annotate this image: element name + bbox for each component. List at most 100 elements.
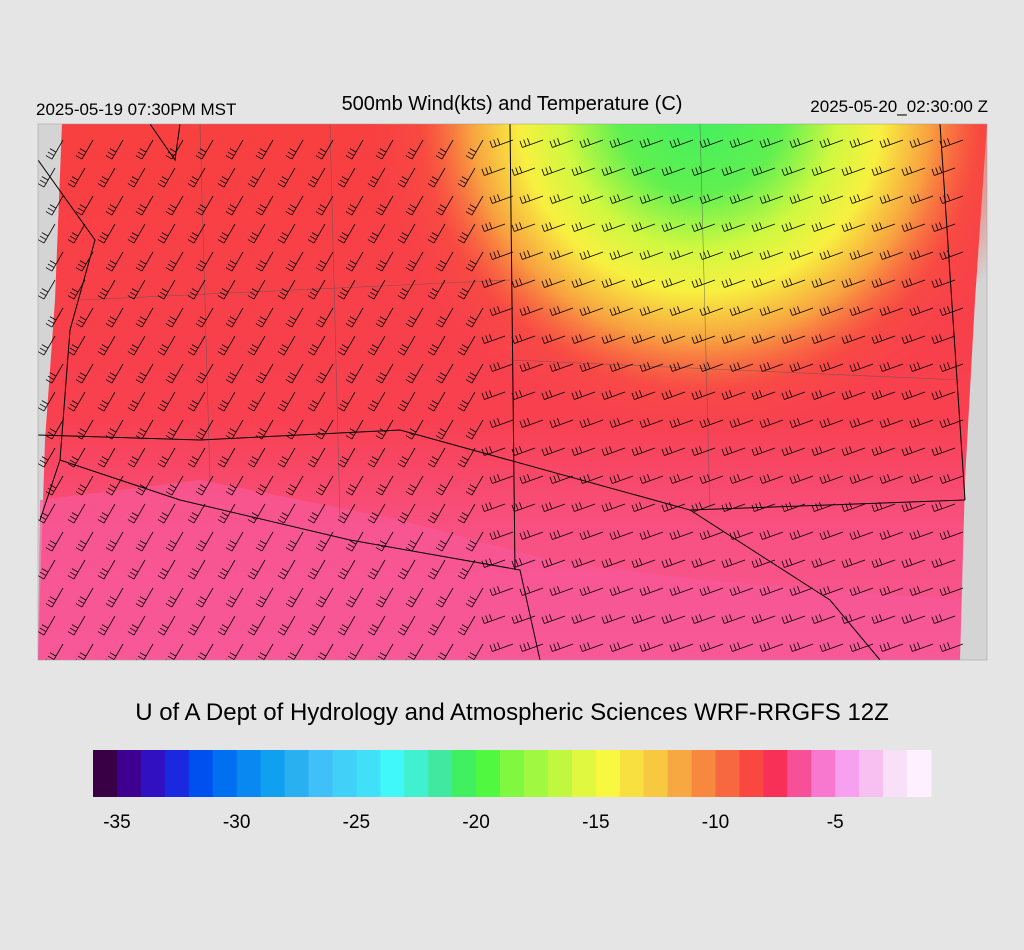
barb-feather — [99, 515, 107, 520]
barb-feather — [909, 364, 913, 372]
color-swatch — [212, 750, 238, 797]
barb-feather — [225, 491, 233, 496]
barb-feather — [407, 375, 415, 380]
barb-feather — [47, 431, 55, 436]
barb-feather — [135, 211, 143, 216]
barb-feather — [227, 543, 235, 548]
barb-feather — [515, 279, 519, 287]
barb-feather — [883, 419, 887, 427]
barb-feather — [879, 252, 883, 260]
barb-feather — [229, 540, 237, 545]
barb-feather — [669, 614, 673, 621]
barb-feather — [137, 599, 145, 604]
barb-feather — [601, 616, 605, 624]
barb-feather — [755, 615, 759, 623]
barb-feather — [849, 532, 853, 540]
barb-feather — [845, 559, 849, 567]
barb-feather — [841, 560, 845, 568]
barb-feather — [165, 267, 173, 272]
barb-feather — [401, 624, 409, 629]
barb-feather — [557, 418, 561, 425]
barb-feather — [767, 138, 771, 145]
barb-feather — [511, 392, 515, 400]
barb-feather — [197, 655, 205, 660]
barb-feather — [157, 295, 165, 300]
barb-feather — [469, 596, 477, 601]
barb-feather — [375, 603, 383, 608]
barb-feather — [793, 587, 797, 595]
barb-feather — [79, 540, 87, 545]
barb-feather — [369, 627, 377, 632]
barb-feather — [75, 491, 83, 496]
barb-feather — [489, 334, 493, 341]
wind-barb — [642, 139, 664, 148]
barb-feather — [127, 295, 135, 300]
barb-feather — [549, 308, 553, 316]
barb-feather — [189, 571, 197, 576]
barb-feather — [781, 224, 785, 232]
barb-feather — [665, 335, 669, 343]
wind-barb — [463, 167, 476, 188]
barb-feather — [939, 644, 943, 652]
barb-feather — [307, 351, 315, 356]
barb-feather — [481, 392, 485, 400]
wind-barb — [313, 279, 326, 300]
barb-feather — [789, 252, 793, 260]
barb-feather — [319, 260, 327, 265]
barb-feather — [763, 195, 767, 203]
wind-barb — [283, 391, 296, 412]
barb-feather — [703, 307, 707, 315]
barb-feather — [435, 603, 443, 608]
barb-feather — [225, 435, 233, 440]
barb-feather — [427, 575, 435, 580]
barb-feather — [579, 196, 583, 204]
barb-feather — [367, 519, 375, 524]
wind-barb — [694, 279, 716, 288]
barb-feather — [47, 207, 55, 212]
barb-feather — [575, 279, 579, 287]
wind-barb — [291, 363, 304, 384]
barb-feather — [819, 420, 823, 428]
barb-feather — [725, 167, 729, 175]
wind-barb — [904, 335, 926, 344]
barb-feather — [197, 543, 205, 548]
barb-feather — [127, 239, 135, 244]
barb-feather — [609, 364, 613, 372]
barb-feather — [135, 491, 143, 496]
barb-feather — [789, 420, 793, 428]
barb-feather — [49, 484, 57, 489]
barb-feather — [399, 627, 407, 632]
barb-feather — [281, 288, 289, 293]
barb-feather — [465, 211, 473, 216]
barb-feather — [527, 586, 531, 593]
barb-feather — [939, 222, 943, 229]
barb-feather — [669, 532, 673, 540]
barb-feather — [191, 344, 199, 349]
wind-barb — [403, 615, 416, 636]
color-swatch — [164, 750, 190, 797]
barb-feather — [827, 530, 831, 537]
wind-barb — [694, 447, 716, 456]
barb-feather — [427, 631, 435, 636]
wind-barb — [664, 447, 686, 456]
barb-feather — [257, 375, 265, 380]
color-swatch — [452, 750, 477, 797]
barb-feather — [699, 588, 703, 596]
barb-feather — [429, 515, 437, 520]
wind-barb — [942, 307, 964, 316]
barb-feather — [405, 435, 413, 440]
barb-feather — [699, 308, 703, 316]
barb-feather — [939, 166, 943, 173]
barb-feather — [341, 232, 349, 237]
barb-feather — [367, 407, 375, 412]
barb-feather — [191, 568, 199, 573]
barb-feather — [583, 139, 587, 147]
wind-barb — [934, 335, 956, 344]
wind-barb — [471, 251, 484, 272]
wind-barb — [441, 251, 454, 272]
barb-feather — [347, 263, 355, 268]
barb-feather — [571, 448, 575, 456]
barb-feather — [493, 643, 497, 651]
wind-barb — [433, 447, 446, 468]
barb-feather — [827, 418, 831, 425]
